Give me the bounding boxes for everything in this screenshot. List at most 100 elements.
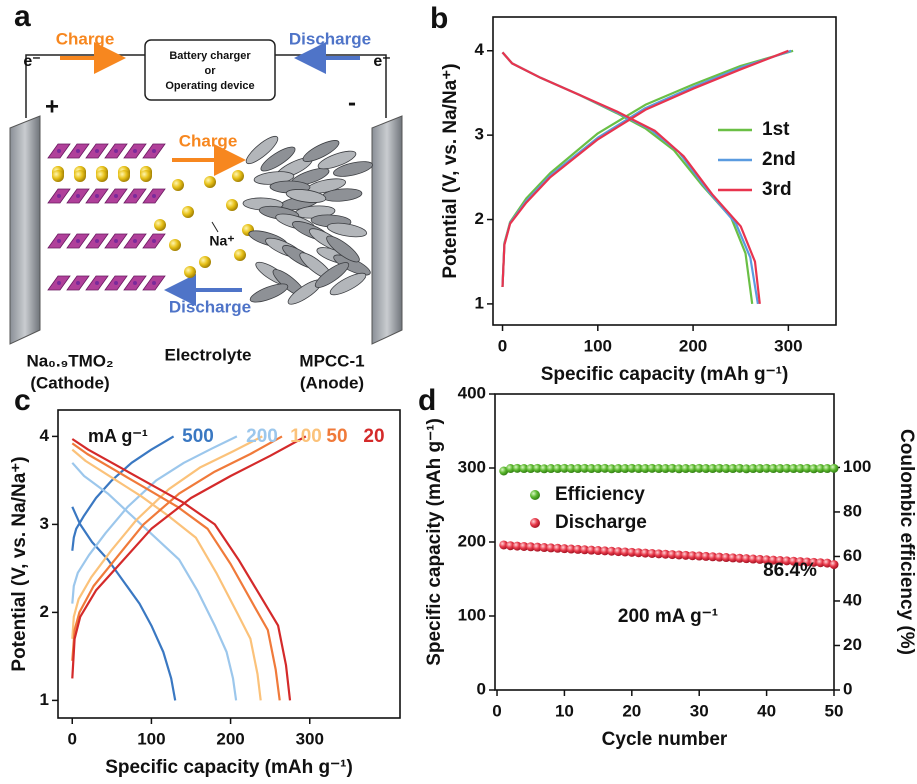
marker (714, 463, 724, 473)
tm-atom (76, 281, 80, 285)
marker (816, 464, 826, 474)
na-ion (118, 170, 130, 182)
marker (640, 548, 650, 558)
marker (768, 464, 778, 474)
x-axis-title: Specific capacity (mAh g⁻¹) (541, 364, 789, 385)
y-tick-label: 1 (475, 293, 484, 312)
marker (687, 551, 697, 561)
marker (728, 553, 738, 563)
na-ion (169, 239, 181, 251)
tm-atom (133, 194, 137, 198)
plus-sign: + (45, 93, 59, 120)
charge-label: Charge (179, 131, 238, 150)
tm-atom (152, 239, 156, 243)
marker (687, 464, 697, 474)
marker (546, 543, 556, 553)
marker (627, 463, 637, 473)
marker (627, 547, 637, 557)
legend-label: Discharge (555, 512, 647, 533)
marker (532, 542, 542, 552)
marker (640, 464, 650, 474)
marker (613, 464, 623, 474)
marker (593, 546, 603, 556)
marker (762, 463, 772, 473)
x-tick-label: 30 (690, 701, 709, 720)
na-ion (204, 176, 216, 188)
marker (822, 464, 832, 474)
marker (748, 464, 758, 474)
marker (694, 551, 704, 561)
marker (559, 463, 569, 473)
plot-frame (494, 393, 835, 691)
y-axis-title: Potential (V, vs. Na/Na⁺) (440, 63, 461, 278)
tm-atom (95, 239, 99, 243)
y-tick-label: 400 (458, 383, 486, 402)
anode-label: (Anode) (300, 373, 364, 392)
y-tick-label: 0 (477, 679, 486, 698)
y-tick-label: 200 (458, 531, 486, 550)
carbon-sheet (285, 189, 327, 203)
legend-marker (530, 518, 540, 528)
tm-atom (57, 149, 61, 153)
marker (829, 560, 839, 570)
marker (809, 557, 819, 567)
marker (634, 464, 644, 474)
y2-tick-label: 0 (843, 679, 852, 698)
plot-frame (57, 409, 401, 719)
panel-label: a (14, 0, 31, 33)
na-ion (199, 256, 211, 268)
marker (566, 544, 576, 554)
marker (829, 463, 839, 473)
y2-tick-label: 20 (843, 635, 862, 654)
marker (708, 464, 718, 474)
marker (721, 553, 731, 563)
y-axis-title: Potential (V, vs. Na/Na⁺) (9, 456, 30, 671)
chart: 0 100 200 300 1 2 3 4 Specific capacity (mAh g⁻¹… (440, 16, 837, 385)
marker (526, 542, 536, 552)
legend-marker (530, 490, 540, 500)
na-ion (184, 266, 196, 278)
marker (789, 556, 799, 566)
carbon-sheet (314, 262, 350, 288)
marker (573, 464, 583, 474)
legend-label: 100 (290, 426, 322, 447)
marker (553, 464, 563, 474)
chart: 0 10 20 30 40 50 0 100 200 300 400 0 20 40 60 80 100 Cycl… (424, 383, 917, 750)
marker (654, 464, 664, 474)
marker (526, 464, 536, 474)
marker (600, 463, 610, 473)
device-box (144, 39, 276, 101)
curve (501, 49, 789, 305)
marker (694, 463, 704, 473)
tm-atom (114, 149, 118, 153)
na-ion (234, 249, 246, 261)
marker (512, 541, 522, 551)
carbon-sheet (249, 283, 289, 303)
cathode-label: Na₀.₉TMO₂ (26, 351, 113, 370)
marker (674, 464, 684, 474)
marker (701, 464, 711, 474)
marker (762, 555, 772, 565)
x-axis-title: Cycle number (602, 729, 728, 750)
marker (782, 463, 792, 473)
marker (553, 543, 563, 553)
marker (647, 463, 657, 473)
tm-atom (57, 281, 61, 285)
device-label: or (205, 65, 217, 77)
na-ion (96, 170, 108, 182)
marker (566, 464, 576, 474)
plot-frame (492, 16, 837, 326)
marker (593, 464, 603, 474)
x-tick-label: 300 (774, 336, 802, 355)
carbon-sheet (329, 272, 367, 296)
na-ion (226, 199, 238, 211)
marker (795, 464, 805, 474)
marker (620, 464, 630, 474)
discharge-label: Discharge (169, 297, 251, 316)
marker (775, 556, 785, 565)
curve (71, 435, 283, 701)
tm-atom (152, 281, 156, 285)
curve (71, 435, 177, 701)
